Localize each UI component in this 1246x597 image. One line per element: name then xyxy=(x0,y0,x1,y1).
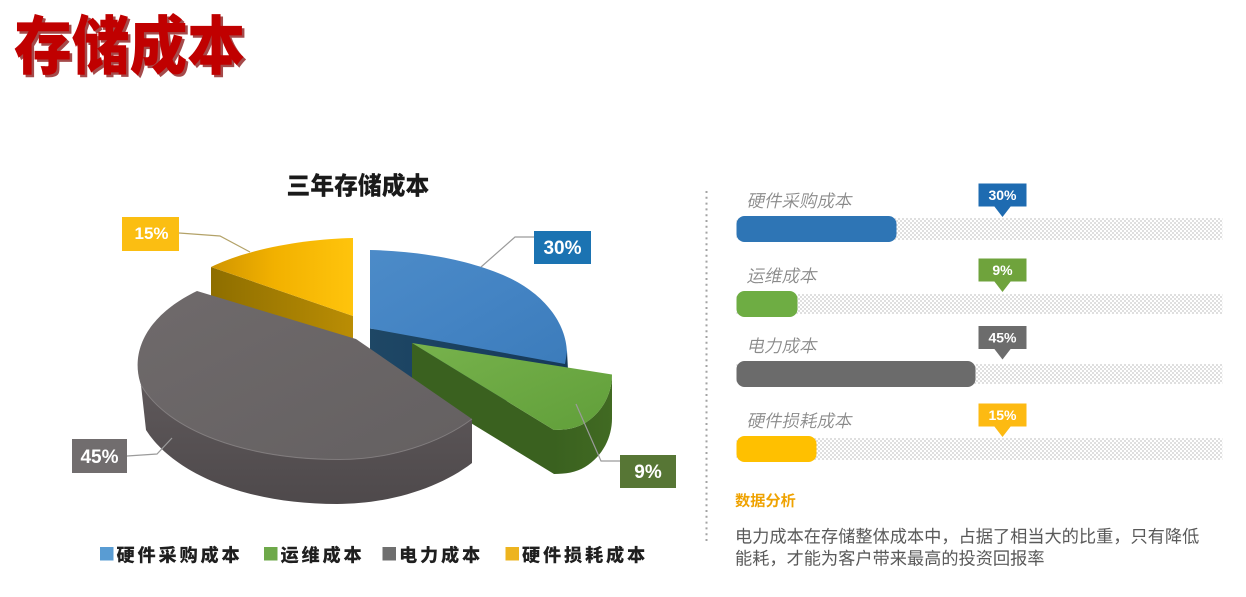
svg-text:15%: 15% xyxy=(988,407,1017,423)
svg-text:15%: 15% xyxy=(134,224,168,243)
svg-text:30%: 30% xyxy=(988,187,1017,203)
svg-text:45%: 45% xyxy=(80,447,118,468)
svg-text:9%: 9% xyxy=(992,262,1013,278)
svg-text:45%: 45% xyxy=(988,330,1017,346)
svg-text:30%: 30% xyxy=(543,238,581,259)
svg-text:9%: 9% xyxy=(634,462,662,483)
